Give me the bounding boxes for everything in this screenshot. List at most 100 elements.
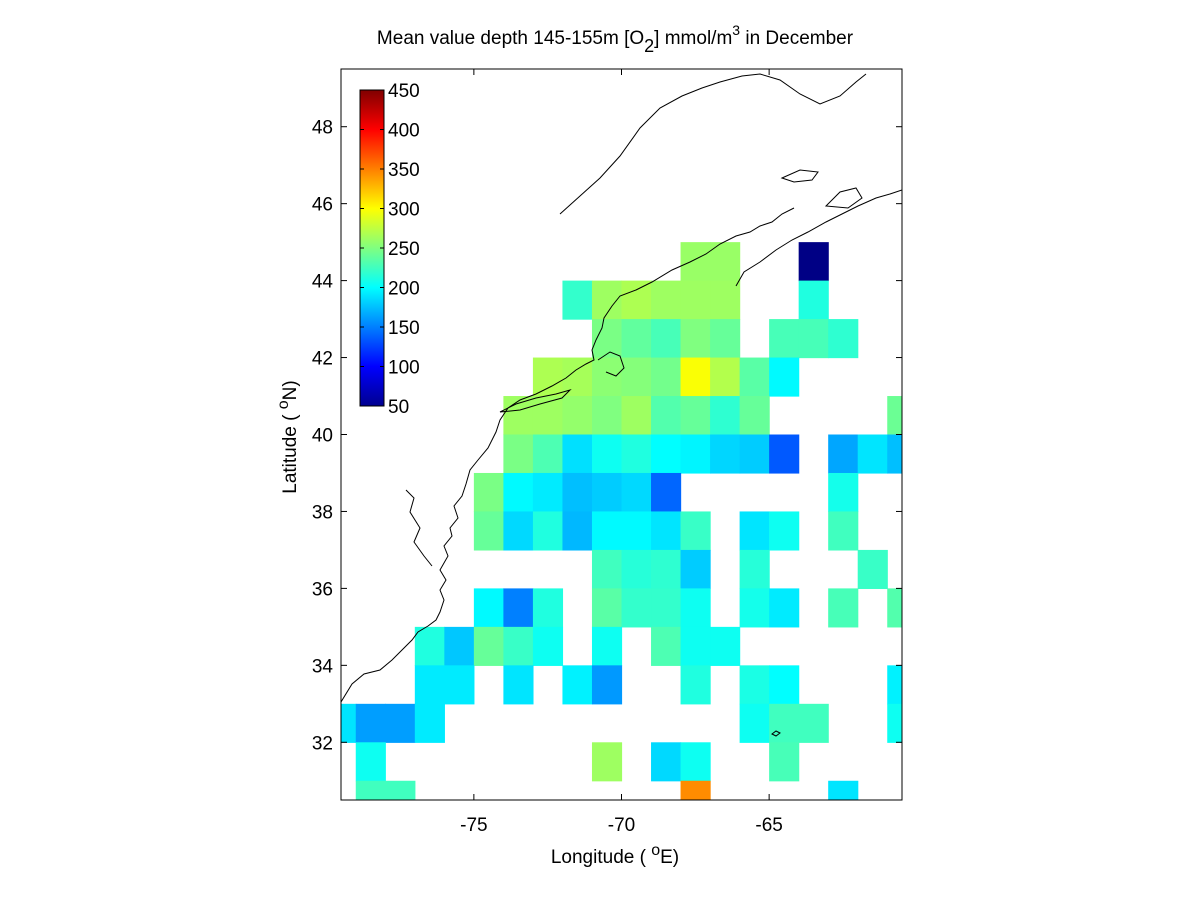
heatmap-cell	[562, 665, 593, 705]
x-axis: -75 -70 -65	[460, 69, 783, 836]
y-tick-label: 34	[312, 656, 334, 677]
heatmap-cell	[710, 242, 741, 282]
heatmap-cell	[503, 472, 534, 513]
heatmap-cell	[503, 665, 534, 705]
x-tick-label: -65	[755, 815, 782, 836]
heatmap-cell	[887, 434, 902, 474]
heatmap-cell	[857, 434, 888, 474]
colorbar-tick-label: 250	[388, 239, 420, 260]
heatmap-cell	[710, 319, 741, 359]
heatmap-cell	[710, 626, 741, 666]
heatmap-cell	[532, 472, 564, 513]
colorbar-tick-label: 350	[388, 160, 420, 181]
heatmap-cell	[473, 511, 504, 551]
heatmap-cell	[621, 357, 652, 397]
heatmap-cell	[680, 319, 711, 359]
heatmap-cell	[532, 626, 564, 666]
heatmap-cell	[798, 319, 829, 359]
heatmap-cell	[739, 703, 770, 743]
heatmap-cell	[798, 242, 829, 282]
y-axis: 32 34 36 38 40 42 44 46 48	[312, 118, 902, 754]
heatmap-cell	[444, 626, 475, 666]
heatmap-cell	[798, 280, 829, 320]
x-tick-label: -75	[460, 815, 487, 836]
coastline-cape-cod	[597, 351, 625, 377]
heatmap-cell	[355, 780, 386, 800]
heatmap-cell	[680, 511, 711, 551]
heatmap-cell	[591, 665, 623, 705]
colorbar-tick-label: 300	[388, 200, 420, 221]
heatmap-cell	[503, 396, 534, 436]
heatmap-cell	[680, 396, 711, 436]
heatmap-cell	[591, 396, 623, 436]
colorbar-tick-label: 400	[388, 121, 420, 142]
y-tick-label: 32	[312, 733, 333, 754]
heatmap-cell	[473, 472, 504, 513]
heatmap-cell	[680, 588, 711, 628]
heatmap-cell	[503, 511, 534, 551]
heatmap-cell	[680, 665, 711, 705]
y-tick-label: 48	[312, 118, 333, 139]
heatmap-cell	[828, 319, 859, 359]
heatmap-cell	[355, 703, 386, 743]
heatmap-cell	[621, 396, 652, 436]
heatmap-cell	[651, 319, 682, 359]
heatmap-cell	[385, 780, 416, 800]
heatmap-cell	[621, 319, 652, 359]
heatmap-cell	[680, 780, 711, 800]
colorbar-tick-label: 200	[388, 279, 420, 300]
heatmap-cell	[532, 357, 564, 397]
y-tick-label: 44	[312, 272, 334, 293]
heatmap-cell	[680, 742, 711, 782]
coastline-gulf-stlawrence	[559, 73, 867, 215]
heatmap-cell	[710, 280, 741, 320]
heatmap-cell	[769, 511, 800, 551]
heatmap-cell	[532, 588, 564, 628]
coastline-chesapeake	[405, 489, 433, 567]
heatmap-cell	[503, 434, 534, 474]
heatmap-cell	[651, 472, 682, 513]
colorbar-ticks: 50 100 150 200 250 300 350 400 450	[360, 81, 420, 418]
heatmap-cell	[621, 511, 652, 551]
heatmap-cell	[651, 511, 682, 551]
heatmap-cell	[710, 434, 741, 474]
heatmap-cell	[591, 434, 623, 474]
heatmap-cell	[532, 396, 564, 436]
colorbar-tick-label: 100	[388, 358, 420, 379]
heatmap-cell	[769, 742, 800, 782]
heatmap-cell	[355, 742, 386, 782]
heatmap-cell	[680, 280, 711, 320]
heatmap-cell	[621, 588, 652, 628]
coastline-nova-scotia	[735, 189, 902, 287]
heatmap-cell	[769, 434, 800, 474]
heatmap-cell	[651, 434, 682, 474]
heatmap-cells	[341, 242, 902, 800]
heatmap-cell	[591, 511, 623, 551]
heatmap-cell	[591, 357, 623, 397]
heatmap-cell	[414, 665, 445, 705]
heatmap-cell	[591, 472, 623, 513]
heatmap-cell	[680, 434, 711, 474]
coastline-bermuda	[771, 730, 781, 737]
heatmap-cell	[769, 588, 800, 628]
heatmap-cell	[414, 703, 445, 743]
heatmap-cell	[562, 434, 593, 474]
heatmap-cell	[680, 549, 711, 589]
colorbar: 50 100 150 200 250 300 350 400 450	[359, 81, 420, 418]
heatmap-cell	[739, 396, 770, 436]
heatmap-cell	[414, 626, 445, 666]
heatmap-cell	[887, 396, 902, 436]
heatmap-cell	[562, 396, 593, 436]
heatmap-cell	[385, 703, 416, 743]
heatmap-cell	[887, 665, 902, 705]
heatmap-cell	[739, 434, 770, 474]
heatmap-cell	[651, 588, 682, 628]
heatmap-cell	[680, 357, 711, 397]
heatmap-cell	[591, 626, 623, 666]
colorbar-tick-label: 450	[388, 81, 420, 102]
heatmap-cell	[739, 549, 770, 589]
heatmap-cell	[769, 319, 800, 359]
heatmap-cell	[621, 549, 652, 589]
heatmap-cell	[562, 280, 593, 320]
heatmap-cell	[591, 588, 623, 628]
